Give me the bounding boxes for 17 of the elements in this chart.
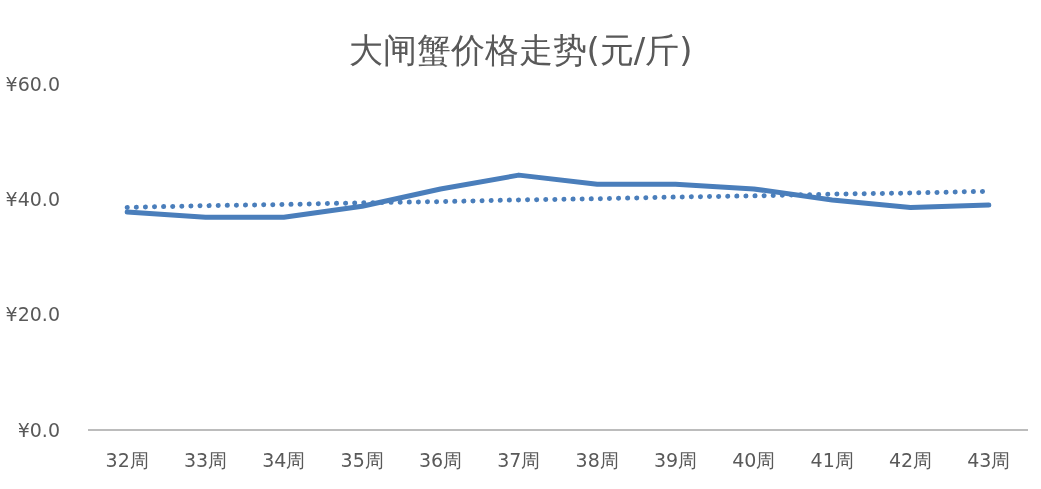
x-tick-label: 37周 [497,449,541,471]
x-tick-label: 32周 [105,449,149,471]
x-tick-label: 36周 [418,449,463,471]
x-tick-label: 38周 [575,449,619,471]
x-tick-label: 41周 [810,449,854,471]
x-tick-label: 34周 [262,449,306,471]
y-tick-label: ¥60.0 [5,72,60,95]
x-tick-label: 43周 [967,449,1011,471]
y-tick-label: ¥20.0 [5,303,60,326]
x-tick-label: 33周 [183,449,228,471]
y-tick-label: ¥0.0 [17,418,60,441]
x-tick-label: 42周 [888,449,933,471]
chart-title: 大闸蟹价格走势(元/斤) [348,30,693,70]
x-tick-label: 40周 [732,449,776,471]
x-tick-label: 39周 [653,449,698,471]
x-tick-label: 35周 [340,449,384,471]
y-tick-label: ¥40.0 [5,187,60,210]
